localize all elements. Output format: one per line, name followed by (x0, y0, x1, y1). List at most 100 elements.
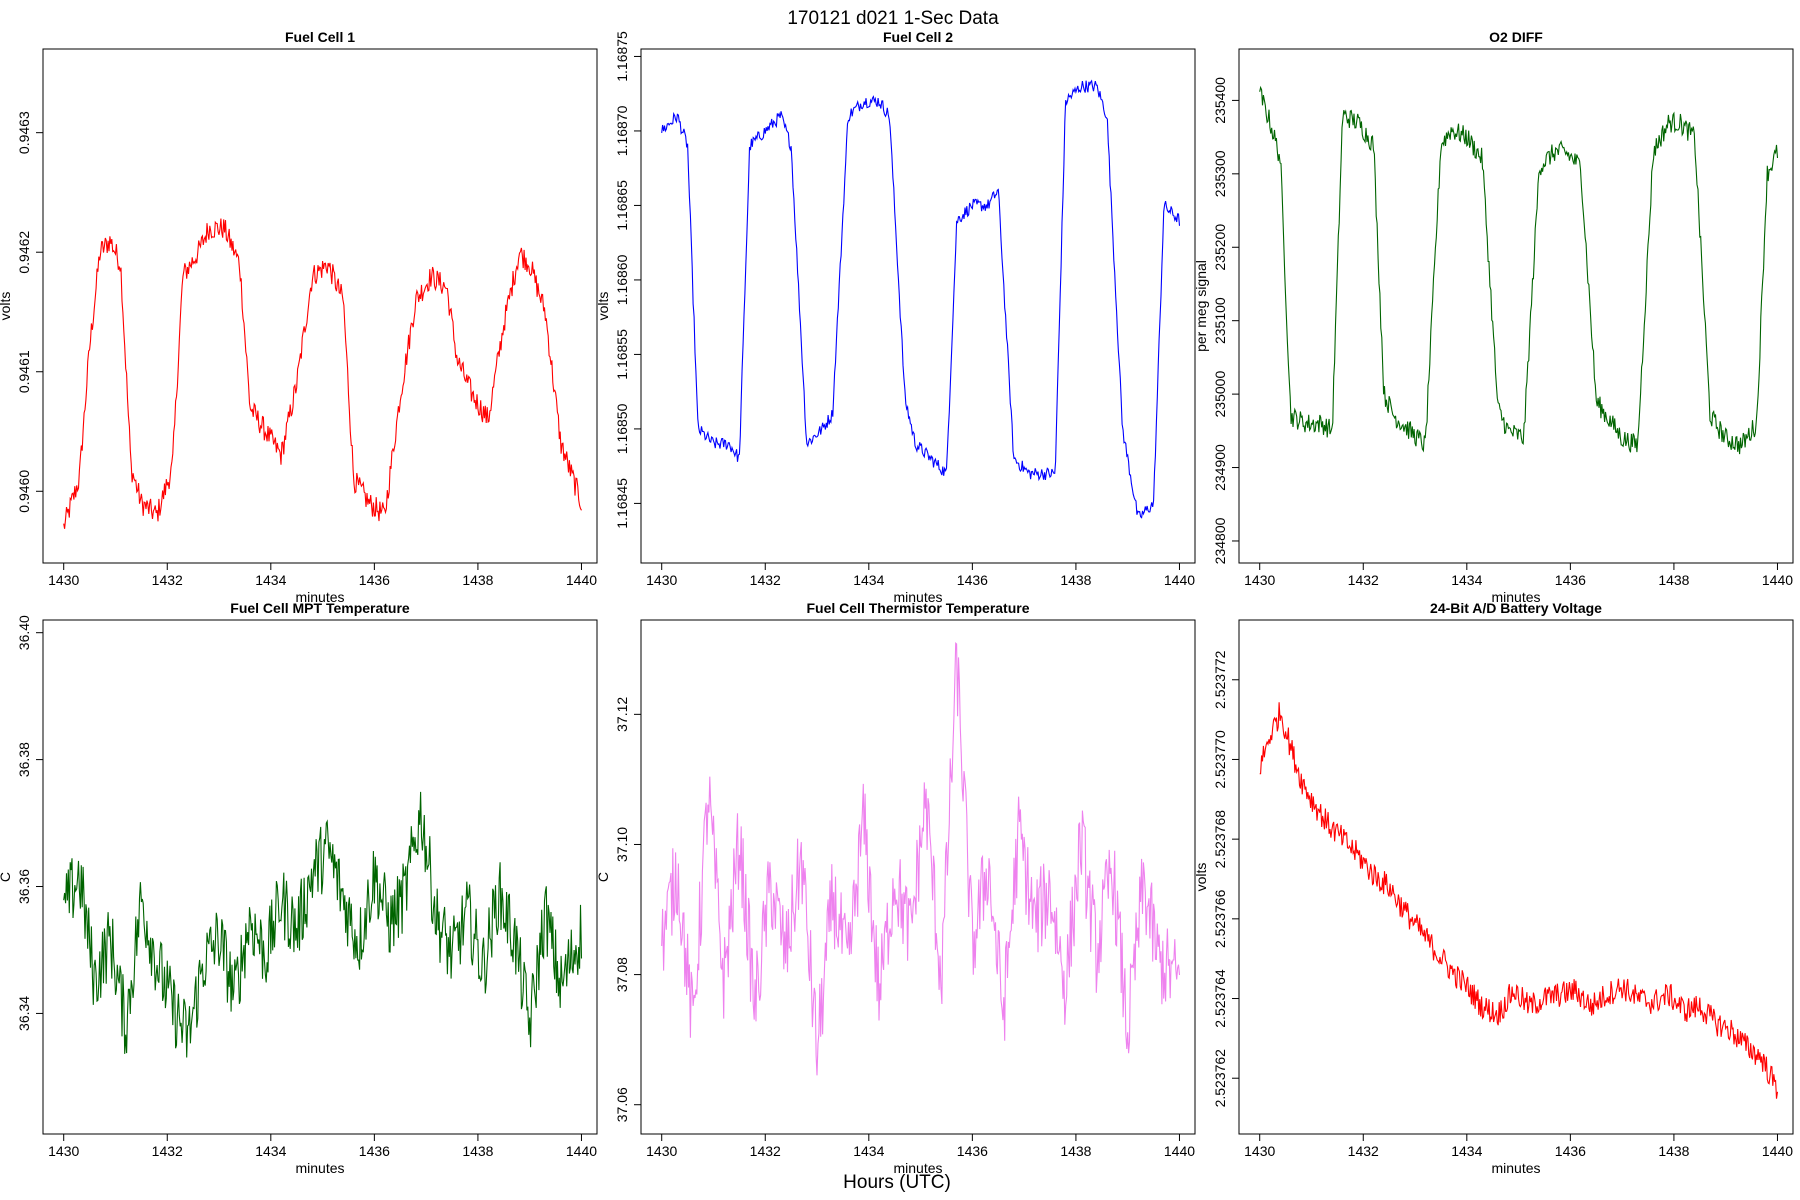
x-tick-label: 1440 (1164, 572, 1195, 588)
x-axis-label: minutes (893, 589, 942, 605)
series-line (1259, 702, 1779, 1099)
panel-title: Fuel Cell Thermistor Temperature (806, 600, 1029, 616)
x-tick-label: 1438 (1658, 572, 1689, 588)
y-tick-label: 235300 (1212, 150, 1228, 197)
x-tick-label: 1430 (1244, 1143, 1275, 1159)
y-tick-label: 1.16855 (614, 329, 630, 380)
y-axis-label: C (0, 872, 13, 882)
panel-1: Fuel Cell 1 1430 1432 1434 1436 1438 1440 minut… (0, 29, 598, 605)
plot-frame (1238, 48, 1794, 564)
y-tick-label: 2.523762 (1212, 1049, 1228, 1108)
x-tick-label: 1434 (255, 1143, 286, 1159)
y-tick-label: 36.38 (16, 742, 32, 777)
x-tick-label: 1440 (1762, 1143, 1793, 1159)
y-tick-label: 37.10 (614, 827, 630, 862)
panel-title: 24-Bit A/D Battery Voltage (1430, 600, 1602, 616)
series-line (661, 79, 1181, 519)
x-tick-label: 1438 (1060, 1143, 1091, 1159)
x-axis-label: minutes (295, 1160, 344, 1176)
y-tick-label: 2.523770 (1212, 730, 1228, 789)
x-tick-label: 1434 (1451, 1143, 1482, 1159)
figure-xlabel: Hours (UTC) (843, 1172, 951, 1193)
y-tick-label: 0.9463 (16, 111, 32, 154)
y-tick-label: 0.9462 (16, 231, 32, 274)
x-tick-label: 1440 (566, 1143, 597, 1159)
panel-title: Fuel Cell 2 (883, 29, 953, 45)
panel-5: Fuel Cell Thermistor Temperature 1430 1432… (595, 600, 1196, 1176)
panel-title: Fuel Cell 1 (285, 29, 355, 45)
x-tick-label: 1430 (1244, 572, 1275, 588)
y-tick-label: 2.523764 (1212, 969, 1228, 1028)
x-tick-label: 1432 (750, 1143, 781, 1159)
x-tick-label: 1432 (1348, 1143, 1379, 1159)
series-line (1259, 85, 1779, 455)
x-tick-label: 1434 (1451, 572, 1482, 588)
y-tick-label: 2.523766 (1212, 889, 1228, 948)
x-tick-label: 1432 (1348, 572, 1379, 588)
x-tick-label: 1430 (646, 1143, 677, 1159)
y-tick-label: 235100 (1212, 297, 1228, 344)
x-tick-label: 1430 (48, 1143, 79, 1159)
x-tick-label: 1436 (957, 1143, 988, 1159)
y-axis-label: C (595, 872, 611, 882)
y-tick-label: 1.16875 (614, 31, 630, 82)
x-tick-label: 1436 (1555, 572, 1586, 588)
panel-title: Fuel Cell MPT Temperature (230, 600, 410, 616)
x-tick-label: 1436 (359, 572, 390, 588)
panel-6: 24-Bit A/D Battery Voltage 1430 1432 1434 14… (1193, 600, 1794, 1176)
y-axis-label: per meg signal (1193, 260, 1209, 352)
y-axis-label: volts (1193, 863, 1209, 892)
y-tick-label: 1.16860 (614, 254, 630, 305)
y-tick-label: 2.523768 (1212, 810, 1228, 869)
x-tick-label: 1438 (462, 1143, 493, 1159)
plot-frame (1238, 619, 1794, 1135)
x-tick-label: 1438 (462, 572, 493, 588)
y-tick-label: 37.08 (614, 957, 630, 992)
panels: Fuel Cell 1 1430 1432 1434 1436 1438 1440 minut… (0, 29, 1794, 1176)
x-tick-label: 1432 (152, 1143, 183, 1159)
x-tick-label: 1434 (853, 572, 884, 588)
x-axis-label: minutes (1491, 1160, 1540, 1176)
x-tick-label: 1440 (566, 572, 597, 588)
series-line (661, 642, 1181, 1076)
y-tick-label: 0.9460 (16, 470, 32, 513)
y-tick-label: 36.40 (16, 615, 32, 650)
y-tick-label: 1.16845 (614, 478, 630, 529)
plot-frame (42, 619, 598, 1135)
y-axis-label: volts (0, 292, 13, 321)
y-tick-label: 37.12 (614, 697, 630, 732)
y-tick-label: 1.16870 (614, 105, 630, 156)
panel-title: O2 DIFF (1489, 29, 1543, 45)
y-tick-label: 1.16850 (614, 403, 630, 454)
x-axis-label: minutes (1491, 589, 1540, 605)
y-tick-label: 2.523772 (1212, 650, 1228, 709)
y-tick-label: 0.9461 (16, 350, 32, 393)
y-tick-label: 37.06 (614, 1087, 630, 1122)
y-tick-label: 36.36 (16, 869, 32, 904)
x-tick-label: 1438 (1060, 572, 1091, 588)
x-tick-label: 1436 (1555, 1143, 1586, 1159)
x-axis-label: minutes (893, 1160, 942, 1176)
x-tick-label: 1434 (255, 572, 286, 588)
panel-3: O2 DIFF 1430 1432 1434 1436 1438 1440 minutes 23… (1193, 29, 1794, 605)
plot-frame (640, 48, 1196, 564)
series-line (63, 218, 582, 529)
y-tick-label: 234900 (1212, 444, 1228, 491)
y-tick-label: 1.16865 (614, 180, 630, 231)
panel-4: Fuel Cell MPT Temperature 1430 1432 1434 143… (0, 600, 598, 1176)
y-tick-label: 234800 (1212, 517, 1228, 564)
x-tick-label: 1430 (48, 572, 79, 588)
y-tick-label: 235400 (1212, 77, 1228, 124)
x-tick-label: 1440 (1762, 572, 1793, 588)
y-tick-label: 235200 (1212, 224, 1228, 271)
x-tick-label: 1432 (750, 572, 781, 588)
y-axis-label: volts (595, 292, 611, 321)
x-tick-label: 1434 (853, 1143, 884, 1159)
x-tick-label: 1430 (646, 572, 677, 588)
x-tick-label: 1432 (152, 572, 183, 588)
x-tick-label: 1440 (1164, 1143, 1195, 1159)
plot-frame (42, 48, 598, 564)
x-tick-label: 1436 (359, 1143, 390, 1159)
x-axis-label: minutes (295, 589, 344, 605)
